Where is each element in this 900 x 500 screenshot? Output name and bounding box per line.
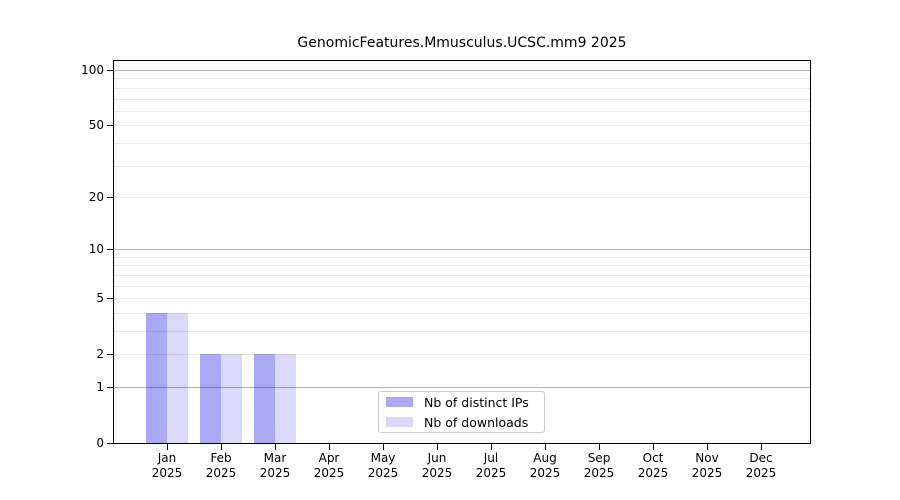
gridline-minor-20	[114, 196, 810, 198]
x-tick-mark-jan	[167, 444, 168, 450]
x-tick-year: 2025	[151, 466, 183, 480]
x-tick-mark-sep	[599, 444, 600, 450]
y-tick-label-2: 2	[96, 347, 104, 362]
x-tick-mark-dec	[761, 444, 762, 450]
x-tick-label-mar: Mar 2025	[248, 451, 302, 481]
chart-title: GenomicFeatures.Mmusculus.UCSC.mm9 2025	[297, 35, 627, 51]
x-tick-label-apr: Apr 2025	[302, 451, 356, 481]
gridline-minor-50	[114, 125, 810, 127]
y-tick-label-1: 1	[96, 379, 104, 394]
y-tick-mark-1	[107, 386, 113, 388]
x-tick-label-nov: Nov 2025	[680, 451, 734, 481]
x-tick-month: Apr	[318, 451, 340, 465]
x-tick-mark-apr	[329, 444, 330, 450]
y-tick-label-5: 5	[96, 291, 104, 306]
bar-feb-distinct-ips	[200, 354, 221, 443]
x-tick-month: Aug	[533, 451, 557, 465]
x-tick-month: Dec	[749, 451, 773, 465]
gridline-minor-30	[114, 165, 810, 167]
x-tick-mark-nov	[707, 444, 708, 450]
x-tick-mark-aug	[545, 444, 546, 450]
y-tick-mark-2	[107, 354, 113, 356]
gridline-minor-7	[114, 274, 810, 276]
x-tick-label-aug: Aug 2025	[518, 451, 572, 481]
x-tick-year: 2025	[529, 466, 561, 480]
x-tick-mark-jul	[491, 444, 492, 450]
y-tick-mark-5	[107, 298, 113, 300]
x-tick-year: 2025	[421, 466, 453, 480]
x-tick-year: 2025	[205, 466, 237, 480]
x-tick-label-feb: Feb 2025	[194, 451, 248, 481]
x-tick-label-oct: Oct 2025	[626, 451, 680, 481]
bar-mar-downloads	[275, 354, 296, 443]
x-tick-year: 2025	[637, 466, 669, 480]
legend-label-distinct-ips: Nb of distinct IPs	[424, 394, 529, 410]
y-tick-mark-20	[107, 196, 113, 198]
x-tick-year: 2025	[583, 466, 615, 480]
gridline-minor-6	[114, 285, 810, 287]
gridline-minor-3	[114, 330, 810, 332]
x-tick-year: 2025	[475, 466, 507, 480]
y-tick-label-0: 0	[96, 436, 104, 450]
gridline-minor-90	[114, 78, 810, 80]
x-tick-month: May	[370, 451, 396, 465]
x-tick-month: Sep	[587, 451, 611, 465]
gridline-major-10	[114, 249, 810, 251]
bar-jan-distinct-ips	[146, 312, 167, 443]
gridline-minor-9	[114, 256, 810, 258]
gridline-minor-60	[114, 110, 810, 112]
y-tick-mark-100	[107, 70, 113, 72]
x-tick-month: Jul	[483, 451, 499, 465]
legend: Nb of distinct IPs Nb of downloads	[378, 391, 545, 433]
gridline-minor-2	[114, 354, 810, 356]
x-tick-label-jan: Jan 2025	[140, 451, 194, 481]
y-tick-mark-50	[107, 125, 113, 127]
x-tick-year: 2025	[745, 466, 777, 480]
x-tick-month: Nov	[695, 451, 719, 465]
x-tick-year: 2025	[367, 466, 399, 480]
gridline-minor-70	[114, 98, 810, 100]
legend-label-downloads: Nb of downloads	[424, 414, 529, 430]
gridline-minor-80	[114, 87, 810, 89]
gridline-minor-8	[114, 265, 810, 267]
x-tick-label-jul: Jul 2025	[464, 451, 518, 481]
x-tick-label-sep: Sep 2025	[572, 451, 626, 481]
plot-area	[113, 60, 811, 444]
y-tick-label-10: 10	[88, 242, 104, 257]
x-tick-month: Oct	[642, 451, 664, 465]
gridline-minor-4	[114, 312, 810, 314]
x-tick-month: Jun	[427, 451, 447, 465]
x-tick-mark-mar	[275, 444, 276, 450]
gridline-major-100	[114, 70, 810, 72]
bar-mar-distinct-ips	[254, 354, 275, 443]
bar-feb-downloads	[221, 354, 242, 443]
x-tick-year: 2025	[259, 466, 291, 480]
x-tick-month: Mar	[263, 451, 287, 465]
legend-item-downloads: Nb of downloads	[386, 412, 544, 432]
gridline-minor-40	[114, 142, 810, 144]
x-tick-month: Feb	[210, 451, 232, 465]
gridline-major-1	[114, 386, 810, 388]
legend-item-distinct-ips: Nb of distinct IPs	[386, 392, 544, 412]
x-tick-year: 2025	[691, 466, 723, 480]
x-tick-mark-jun	[437, 444, 438, 450]
x-tick-label-jun: Jun 2025	[410, 451, 464, 481]
x-tick-label-may: May 2025	[356, 451, 410, 481]
gridline-minor-5	[114, 298, 810, 300]
legend-swatch-downloads-icon	[386, 417, 413, 427]
x-tick-mark-feb	[221, 444, 222, 450]
bar-jan-downloads	[167, 312, 188, 443]
x-tick-month: Jan	[157, 451, 177, 465]
x-tick-year: 2025	[313, 466, 345, 480]
x-tick-label-dec: Dec 2025	[734, 451, 788, 481]
legend-swatch-distinct-ips-icon	[386, 397, 413, 407]
y-tick-mark-0	[107, 443, 113, 444]
y-tick-label-100: 100	[81, 63, 104, 78]
y-tick-label-50: 50	[88, 118, 104, 133]
x-tick-mark-may	[383, 444, 384, 450]
y-tick-mark-10	[107, 249, 113, 251]
y-tick-label-20: 20	[88, 189, 104, 204]
x-tick-mark-oct	[653, 444, 654, 450]
